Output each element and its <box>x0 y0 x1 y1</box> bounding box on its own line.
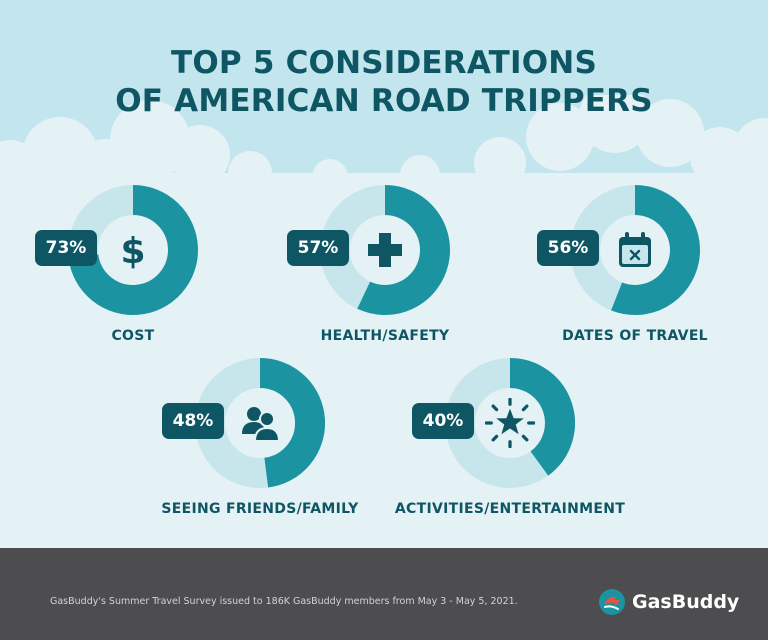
donut-filled-arc <box>259 358 325 488</box>
donut-filled-arc <box>509 358 575 476</box>
percent-badge: 73% <box>35 230 97 266</box>
people-icon <box>242 407 280 442</box>
category-label: HEALTH/SAFETY <box>320 328 450 344</box>
gasbuddy-logo-icon <box>599 589 625 615</box>
title-line-2: OF AMERICAN ROAD TRIPPERS <box>115 83 653 119</box>
svg-text:$: $ <box>120 231 145 270</box>
footer: GasBuddy's Summer Travel Survey issued t… <box>0 548 768 640</box>
category-label: DATES OF TRAVEL <box>562 328 708 344</box>
percent-badge: 57% <box>287 230 349 266</box>
cross-icon <box>368 233 402 267</box>
gasbuddy-logo-text: GasBuddy <box>632 591 740 613</box>
donut-filled-arc <box>357 185 450 315</box>
clouds <box>0 95 768 185</box>
consideration-cost: $ 73% COST <box>0 185 248 355</box>
category-label: COST <box>111 328 155 344</box>
calendar-icon <box>619 232 651 267</box>
percent-badge: 56% <box>537 230 599 266</box>
star-icon <box>485 398 535 448</box>
dollar-icon: $ <box>120 231 145 270</box>
consideration-activities-entertainment: 40% ACTIVITIES/ENTERTAINMENT <box>375 358 625 528</box>
donut-filled-arc <box>68 185 198 315</box>
survey-source-note: GasBuddy's Summer Travel Survey issued t… <box>50 596 518 607</box>
consideration-seeing-friends-family: 48% SEEING FRIENDS/FAMILY <box>125 358 375 528</box>
consideration-dates-of-travel: 56% DATES OF TRAVEL <box>500 185 750 355</box>
percent-badge: 40% <box>412 403 474 439</box>
category-label: SEEING FRIENDS/FAMILY <box>161 501 359 517</box>
consideration-health-safety: 57% HEALTH/SAFETY <box>250 185 500 355</box>
donut-filled-arc <box>611 185 700 315</box>
percent-badge: 48% <box>162 403 224 439</box>
category-label: ACTIVITIES/ENTERTAINMENT <box>394 501 626 517</box>
infographic-title: TOP 5 CONSIDERATIONS OF AMERICAN ROAD TR… <box>0 44 768 120</box>
title-line-1: TOP 5 CONSIDERATIONS <box>171 45 597 81</box>
